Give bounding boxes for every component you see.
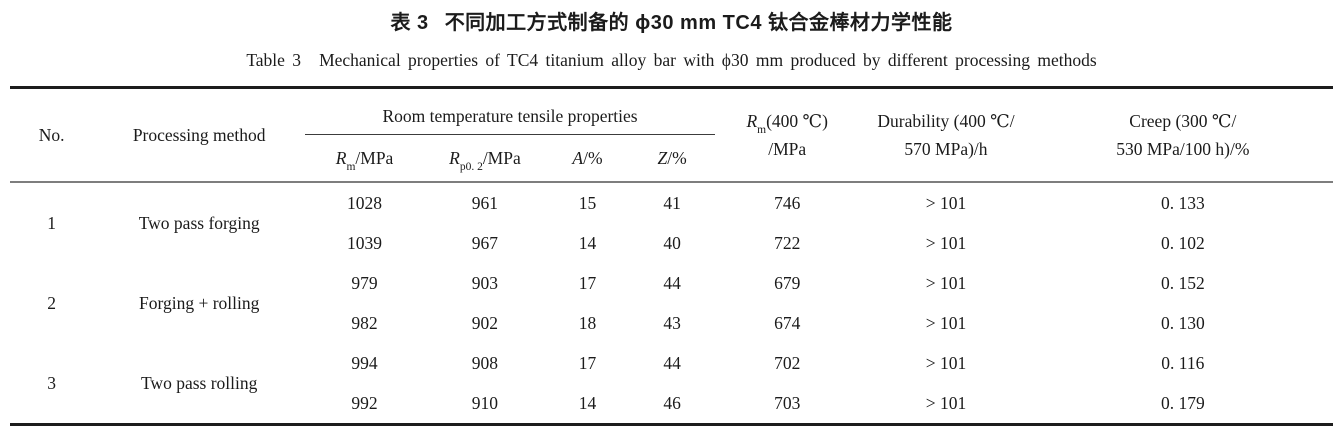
cell-rp02: 910	[471, 392, 499, 413]
cell-durability: > 101	[925, 232, 967, 253]
a-unit: /%	[583, 147, 603, 168]
col-header-rm: Rm/MPa	[305, 135, 424, 183]
cell-rm: 979	[351, 272, 378, 293]
symbol-Z: Z	[657, 147, 668, 168]
subscript-p02: p0. 2	[459, 161, 483, 173]
creep-line2: 530 MPa/100 h)/%	[1116, 139, 1250, 159]
table-figure: 表 3 不同加工方式制备的 ϕ30 mm TC4 钛合金棒材力学性能 Table …	[0, 11, 1343, 426]
cell-creep: 0. 130	[1160, 312, 1205, 333]
caption-cn-text: 不同加工方式制备的 ϕ30 mm TC4 钛合金棒材力学性能	[444, 12, 953, 34]
table-row: 1 Two pass forging 1028 961 15 41 746 > …	[10, 182, 1333, 233]
cell-rp02: 961	[471, 192, 499, 213]
col-header-no: No.	[38, 124, 65, 145]
cell-a: 18	[578, 312, 597, 333]
cell-durability: > 101	[925, 352, 967, 373]
symbol-R: R	[746, 110, 758, 131]
cell-rm400: 679	[774, 272, 801, 293]
cell-rm400: 703	[774, 392, 801, 413]
col-header-room-temp-group: Room temperature tensile properties	[305, 87, 716, 135]
symbol-R: R	[335, 147, 347, 168]
cell-rp02: 903	[471, 272, 499, 293]
col-header-durability: Durability (400 ℃/ 570 MPa)/h	[859, 88, 1032, 183]
cell-a: 14	[578, 392, 597, 413]
cell-no: 3	[47, 372, 57, 393]
table-row: 3 Two pass rolling 994 908 17 44 702 > 1…	[10, 343, 1333, 393]
cell-rm: 982	[351, 312, 378, 333]
cell-rm400: 746	[774, 192, 801, 213]
cell-creep: 0. 152	[1160, 272, 1205, 293]
cell-rm: 1028	[347, 192, 383, 213]
cell-durability: > 101	[925, 392, 967, 413]
subscript-m: m	[346, 161, 356, 173]
cell-rp02: 967	[471, 232, 499, 253]
cell-durability: > 101	[925, 192, 967, 213]
col-header-z: Z/%	[629, 135, 715, 183]
cell-processing-method: Two pass forging	[138, 212, 260, 233]
cell-processing-method: Forging + rolling	[138, 292, 260, 313]
header-row-sub: Rm/MPa Rp0. 2/MPa A/% Z/%	[10, 135, 1333, 183]
cell-rm: 1039	[347, 232, 383, 253]
table-caption-chinese: 表 3 不同加工方式制备的 ϕ30 mm TC4 钛合金棒材力学性能	[0, 11, 1343, 35]
creep-line1: Creep (300 ℃/	[1129, 110, 1237, 131]
cell-rp02: 908	[471, 352, 499, 373]
rm-unit: /MPa	[355, 147, 394, 168]
cell-z: 43	[663, 312, 681, 333]
z-unit: /%	[667, 147, 687, 168]
cell-rm: 994	[351, 352, 378, 373]
subscript-m: m	[757, 124, 767, 137]
cell-a: 17	[578, 352, 597, 373]
rp02-unit: /MPa	[482, 147, 521, 168]
rm-400-unit: /MPa	[768, 139, 807, 159]
cell-z: 44	[663, 352, 681, 373]
cell-rp02: 902	[471, 312, 499, 333]
cell-no: 2	[47, 292, 57, 313]
col-header-rp02: Rp0. 2/MPa	[424, 135, 546, 183]
table-row: 982 902 18 43 674 > 101 0. 130	[10, 303, 1333, 343]
cell-z: 40	[663, 232, 681, 253]
caption-cn-label: 表 3	[390, 12, 429, 34]
cell-a: 17	[578, 272, 597, 293]
cell-z: 41	[663, 192, 681, 213]
cell-creep: 0. 102	[1160, 232, 1205, 253]
cell-durability: > 101	[925, 312, 967, 333]
header-row-top: No. Processing method Room temperature t…	[10, 87, 1333, 159]
rm-400-condition: (400 ℃)	[766, 110, 828, 131]
cell-z: 46	[663, 392, 681, 413]
symbol-R: R	[449, 147, 460, 168]
table-caption-english: Table 3 Mechanical properties of TC4 tita…	[0, 50, 1343, 71]
cell-z: 44	[663, 272, 681, 293]
durability-line2: 570 MPa)/h	[904, 139, 988, 159]
cell-a: 14	[578, 232, 597, 253]
col-header-processing-method: Processing method	[132, 124, 266, 145]
cell-rm400: 674	[774, 312, 801, 333]
caption-en-label: Table 3	[246, 50, 302, 70]
properties-table: No. Processing method Room temperature t…	[10, 86, 1333, 426]
cell-creep: 0. 133	[1160, 192, 1205, 213]
cell-durability: > 101	[925, 272, 967, 293]
cell-rm400: 702	[774, 352, 801, 373]
table-row: 2 Forging + rolling 979 903 17 44 679 > …	[10, 263, 1333, 313]
cell-a: 15	[578, 192, 597, 213]
col-header-creep: Creep (300 ℃/ 530 MPa/100 h)/%	[1033, 88, 1333, 183]
col-header-rm-400: Rm(400 ℃) /MPa	[715, 88, 859, 183]
cell-rm400: 722	[774, 232, 801, 253]
table-row: 1039 967 14 40 722 > 101 0. 102	[10, 223, 1333, 263]
col-header-a: A/%	[546, 135, 629, 183]
caption-en-text: Mechanical properties of TC4 titanium al…	[319, 50, 1097, 70]
cell-creep: 0. 116	[1161, 352, 1205, 373]
cell-creep: 0. 179	[1160, 392, 1205, 413]
cell-processing-method: Two pass rolling	[140, 372, 258, 393]
symbol-A: A	[572, 147, 584, 168]
rm-400-line1: Rm(400 ℃)	[715, 107, 859, 137]
durability-line1: Durability (400 ℃/	[877, 110, 1015, 131]
table-row: 992 910 14 46 703 > 101 0. 179	[10, 383, 1333, 425]
cell-no: 1	[47, 212, 57, 233]
cell-rm: 992	[351, 392, 378, 413]
